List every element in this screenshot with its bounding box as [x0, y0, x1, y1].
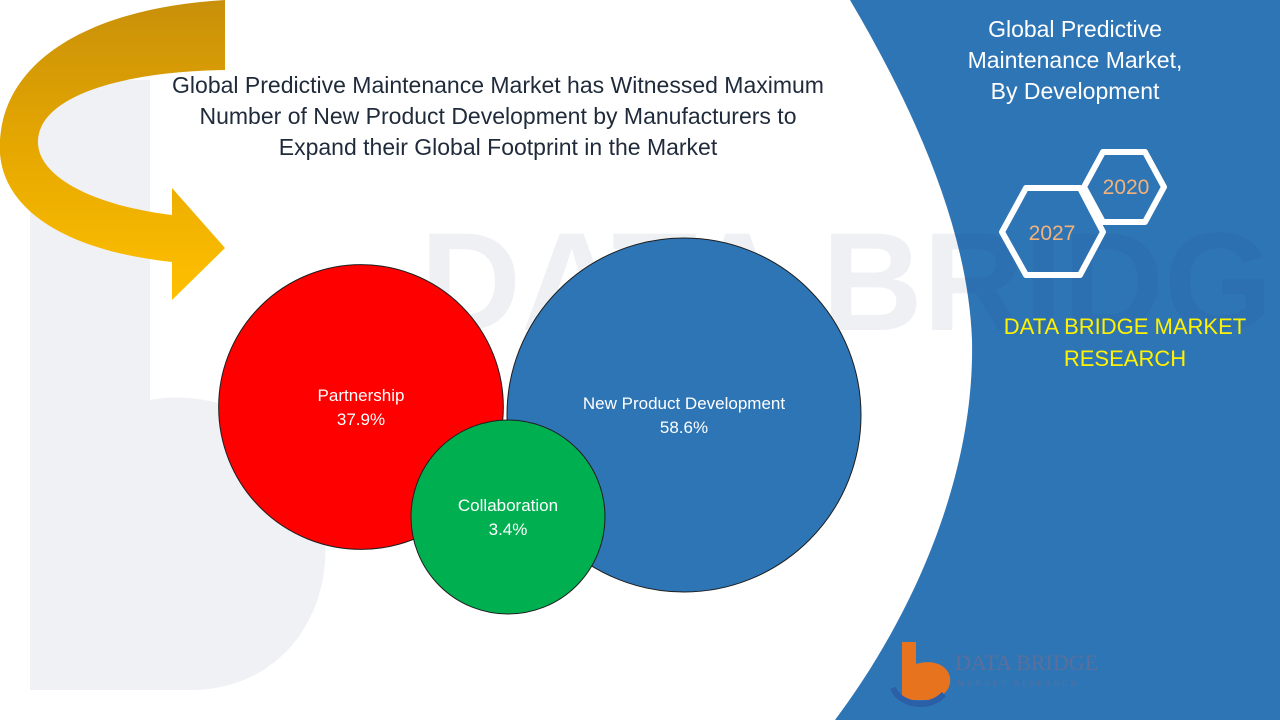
side-title-line-1: Global Predictive	[988, 16, 1162, 42]
side-panel-background	[835, 0, 1280, 720]
hex-year-2020: 2020	[1103, 176, 1150, 199]
data-bridge-logo: DATA BRIDGE MARKET RESEARCH	[890, 642, 1098, 708]
headline-line-1: Global Predictive Maintenance Market has…	[172, 72, 824, 98]
hex-year-2027: 2027	[1029, 222, 1076, 245]
brand-line-1: DATA BRIDGE MARKET	[1003, 314, 1247, 339]
logo-subtitle: MARKET RESEARCH	[957, 679, 1079, 688]
bubble-value-collaboration: 3.4%	[489, 520, 528, 539]
hexagon-2020-icon: 2020	[1081, 149, 1167, 225]
headline-line-2: Number of New Product Development by Man…	[199, 103, 797, 129]
bubble-label-partnership: Partnership	[318, 386, 405, 405]
side-title-line-2: Maintenance Market,	[967, 47, 1183, 73]
logo-name: DATA BRIDGE	[955, 650, 1098, 675]
curved-arrow-icon	[0, 0, 225, 300]
brand-line-2: RESEARCH	[1063, 346, 1187, 371]
headline-line-3: Expand their Global Footprint in the Mar…	[278, 134, 718, 160]
bubble-collaboration	[410, 419, 606, 615]
bubble-value-partnership: 37.9%	[337, 410, 385, 429]
bubble-chart: Partnership 37.9% New Product Development 5…	[218, 237, 862, 615]
logo-mark-icon	[902, 642, 951, 700]
brand-tagline: DATA BRIDGE MARKET RESEARCH	[965, 311, 1280, 375]
bubble-label-new-product-development: New Product Development	[583, 394, 785, 413]
side-panel-title: Global Predictive Maintenance Market, By…	[905, 14, 1245, 107]
hexagon-2027-icon: 2027	[999, 185, 1106, 278]
headline: Global Predictive Maintenance Market has…	[110, 70, 886, 163]
side-title-line-3: By Development	[990, 78, 1160, 104]
bubble-value-new-product-development: 58.6%	[660, 418, 708, 437]
bubble-label-collaboration: Collaboration	[458, 496, 558, 515]
